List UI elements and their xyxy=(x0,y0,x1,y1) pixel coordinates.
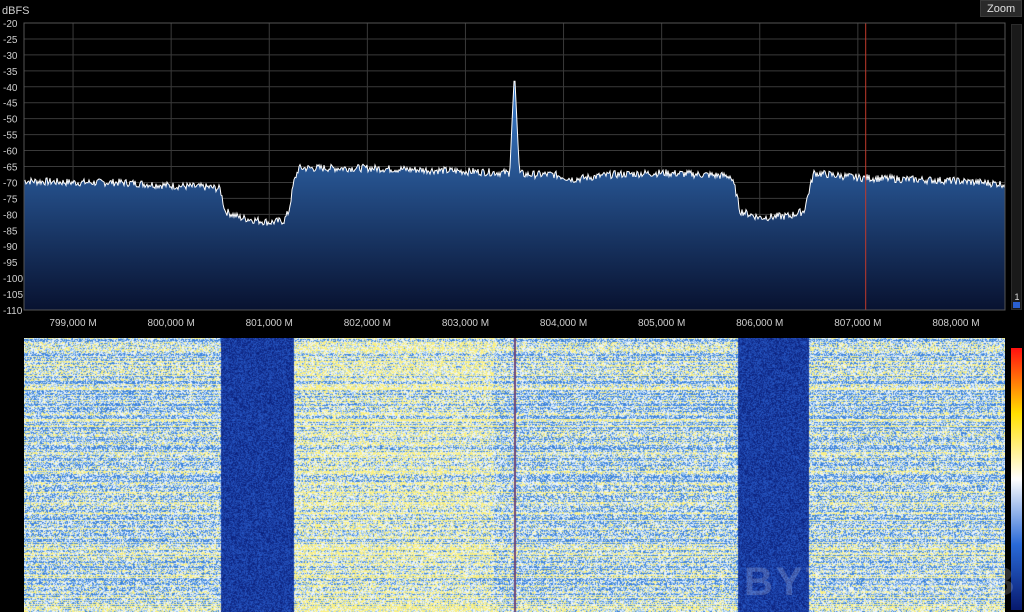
y-tick-label: -45 xyxy=(3,99,18,110)
scrollbar-thumb[interactable] xyxy=(1013,302,1020,308)
side-value-label: 1 xyxy=(1014,292,1020,302)
y-tick-label: -75 xyxy=(3,194,18,205)
x-tick-label: 802,000 M xyxy=(344,318,391,329)
y-tick-label: -110 xyxy=(3,306,23,317)
plot-border xyxy=(23,22,1006,311)
x-tick-label: 808,000 M xyxy=(932,318,979,329)
spectrum-trace xyxy=(23,80,1006,226)
y-tick-label: -85 xyxy=(3,226,18,237)
watermark-text: BYTECHLAB xyxy=(744,560,1018,604)
x-tick-label: 801,000 M xyxy=(246,318,293,329)
y-tick-label: -55 xyxy=(3,131,18,142)
x-tick-label: 806,000 M xyxy=(736,318,783,329)
spectrum-side-scrollbar[interactable] xyxy=(1011,24,1022,310)
waterfall-colorbar xyxy=(1011,348,1022,610)
x-tick-label: 807,000 M xyxy=(834,318,881,329)
x-tick-label: 804,000 M xyxy=(540,318,587,329)
waterfall-display[interactable] xyxy=(24,338,1005,612)
x-tick-label: 805,000 M xyxy=(638,318,685,329)
y-tick-label: -20 xyxy=(3,19,18,30)
y-tick-label: -80 xyxy=(3,210,18,221)
x-tick-label: 800,000 M xyxy=(148,318,195,329)
zoom-button[interactable]: Zoom xyxy=(980,0,1022,17)
y-tick-label: -25 xyxy=(3,35,18,46)
x-axis-ticks: 799,000 M 800,000 M 801,000 M 802,000 M 803,… xyxy=(49,318,979,329)
y-tick-label: -30 xyxy=(3,51,18,62)
y-tick-label: -100 xyxy=(3,274,23,285)
y-tick-label: -65 xyxy=(3,163,18,174)
y-tick-label: -35 xyxy=(3,67,18,78)
y-tick-label: -40 xyxy=(3,83,18,94)
x-tick-label: 799,000 M xyxy=(49,318,96,329)
y-axis-ticks: -20 -25 -30 -35 -40 -45 -50 -55 -60 -65 -70 -75 -80 -… xyxy=(3,19,23,317)
waterfall-panel[interactable] xyxy=(0,336,1024,612)
y-tick-label: -60 xyxy=(3,147,18,158)
y-tick-label: -95 xyxy=(3,258,18,269)
y-tick-label: -90 xyxy=(3,242,18,253)
y-tick-label: -50 xyxy=(3,115,18,126)
spectrum-panel[interactable]: dBFS -20 -25 -30 -35 -40 -45 -50 -55 -60 -65 -70 -7… xyxy=(0,0,1024,330)
spectrum-fill-area xyxy=(24,81,1005,310)
y-tick-label: -70 xyxy=(3,178,18,189)
y-axis-unit-label: dBFS xyxy=(2,5,30,17)
y-tick-label: -105 xyxy=(3,290,23,301)
x-tick-label: 803,000 M xyxy=(442,318,489,329)
